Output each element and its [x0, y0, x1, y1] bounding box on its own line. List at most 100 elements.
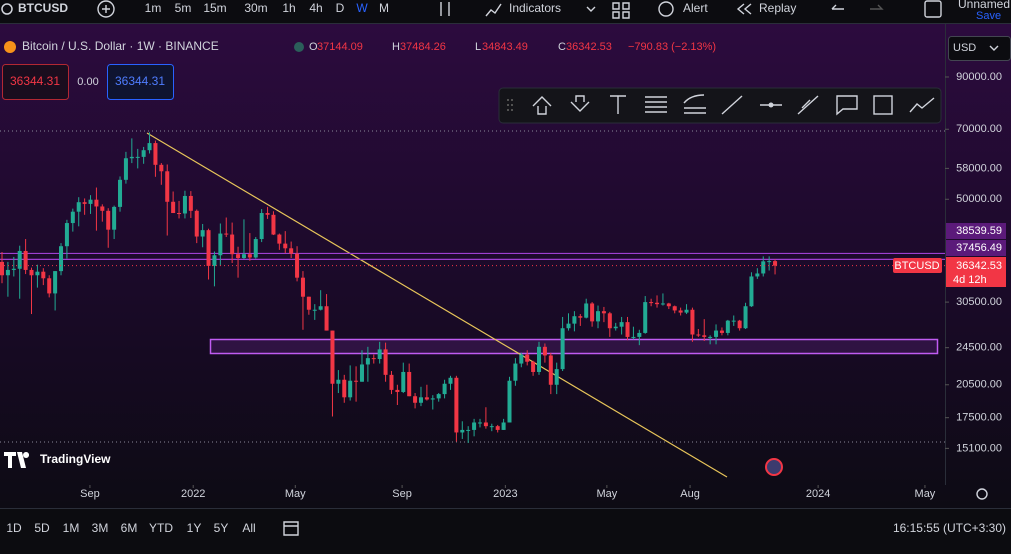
- interval-button[interactable]: 30m: [244, 1, 267, 15]
- support-zone[interactable]: [209, 338, 939, 355]
- alert-button[interactable]: Alert: [683, 1, 708, 15]
- replay-button[interactable]: Replay: [759, 1, 796, 15]
- candle-body: [17, 250, 22, 269]
- undo-icon[interactable]: [831, 4, 844, 10]
- indicators-button[interactable]: Indicators: [509, 1, 561, 15]
- compare-button[interactable]: [97, 0, 115, 18]
- range-button[interactable]: 1Y: [187, 521, 202, 535]
- templates-icon[interactable]: [612, 2, 630, 19]
- drag-handle[interactable]: [507, 99, 513, 111]
- candle-body: [649, 302, 654, 304]
- chart-type-icon[interactable]: [440, 2, 450, 16]
- candle-body: [259, 213, 264, 240]
- candle-body: [596, 311, 601, 322]
- y-tick-label: 20500.00: [956, 379, 1002, 391]
- rectangle-tool[interactable]: [873, 95, 893, 115]
- candle-body: [560, 328, 565, 370]
- x-tick-label: 2022: [181, 488, 205, 500]
- candle-body: [76, 202, 81, 212]
- range-button[interactable]: 5Y: [214, 521, 229, 535]
- candle-body: [23, 250, 28, 270]
- date-range-icon[interactable]: [283, 521, 299, 536]
- search-icon[interactable]: [1, 3, 13, 15]
- candle-body: [365, 358, 370, 365]
- candle-body: [442, 383, 447, 395]
- range-button[interactable]: 1D: [6, 521, 22, 535]
- range-button[interactable]: 1M: [63, 521, 80, 535]
- candle-body: [106, 210, 111, 230]
- alert-icon: [658, 1, 674, 17]
- settings-icon[interactable]: [976, 488, 988, 500]
- range-button[interactable]: 3M: [92, 521, 109, 535]
- plot-area: [0, 130, 945, 478]
- buy-button[interactable]: [107, 64, 174, 100]
- save-label[interactable]: Save: [976, 10, 1001, 22]
- sell-button[interactable]: [2, 64, 69, 100]
- economic-event-icon[interactable]: [765, 458, 783, 476]
- interval-button[interactable]: 15m: [203, 1, 226, 15]
- candle-body: [725, 320, 730, 333]
- redo-icon[interactable]: [870, 4, 884, 10]
- sell-price: 36344.31: [10, 74, 60, 88]
- candle-body: [731, 320, 736, 322]
- buy-price: 36344.31: [115, 74, 165, 88]
- candle-body: [94, 199, 99, 207]
- candle-body: [88, 199, 93, 204]
- candle-body: [767, 261, 772, 263]
- symbol[interactable]: BTCUSD: [18, 1, 68, 15]
- interval-button[interactable]: W: [356, 1, 368, 15]
- interval-button[interactable]: 5m: [175, 1, 192, 15]
- currency-dropdown-icon: [989, 45, 999, 51]
- text-tool[interactable]: [610, 95, 626, 114]
- trend-line[interactable]: [146, 132, 728, 478]
- line-tool[interactable]: [721, 95, 743, 115]
- candle-body: [200, 230, 205, 237]
- candle-body: [466, 429, 471, 431]
- dropdown-icon[interactable]: [586, 6, 596, 12]
- arrow-down-tool[interactable]: [570, 95, 590, 112]
- x-tick-label: Sep: [80, 488, 100, 500]
- price-line-label: 38539.59: [956, 225, 1002, 237]
- candle-body: [5, 269, 10, 276]
- path-tool[interactable]: [909, 97, 935, 113]
- x-tick-label: Sep: [392, 488, 412, 500]
- interval-button[interactable]: 1m: [145, 1, 162, 15]
- fib-tool[interactable]: [645, 96, 667, 113]
- price-line-label-bg: [946, 240, 1006, 256]
- high-value: 37484.26: [400, 41, 446, 53]
- plus-icon: [102, 5, 110, 13]
- interval-button[interactable]: M: [379, 1, 389, 15]
- brand-logo: TradingView: [4, 452, 111, 468]
- price-line-label-bg: [946, 223, 1006, 239]
- x-tick-label: Aug: [680, 488, 700, 500]
- range-button[interactable]: YTD: [149, 521, 173, 535]
- visibility-icon[interactable]: [294, 42, 304, 52]
- range-button[interactable]: 6M: [121, 521, 138, 535]
- candle-body: [389, 374, 394, 390]
- candle-body: [312, 309, 317, 311]
- fullscreen-icon[interactable]: [924, 0, 942, 18]
- interval-button[interactable]: 4h: [309, 1, 322, 15]
- last-price-label: 36342.53: [956, 260, 1002, 272]
- arrow-up-tool[interactable]: [532, 96, 552, 115]
- low-value: 34843.49: [482, 41, 528, 53]
- interval-button[interactable]: 1h: [282, 1, 295, 15]
- layout-name[interactable]: Unnamed: [958, 0, 1010, 11]
- callout-tool[interactable]: [836, 95, 858, 116]
- candle-body: [513, 363, 518, 381]
- candle-body: [289, 248, 294, 254]
- range-button[interactable]: 5D: [34, 521, 50, 535]
- ray-dot: [768, 102, 774, 108]
- gann-tool[interactable]: [683, 94, 706, 114]
- candle-body: [129, 156, 134, 159]
- x-tick-label: 2023: [493, 488, 517, 500]
- candle-body: [348, 380, 353, 398]
- range-button[interactable]: All: [242, 521, 255, 535]
- candle-body: [590, 303, 595, 322]
- candle-body: [660, 303, 665, 305]
- interval-button[interactable]: D: [336, 1, 345, 15]
- channel-tool[interactable]: [797, 95, 819, 115]
- candle-body: [371, 358, 376, 360]
- candle-body: [141, 150, 146, 157]
- candle-body: [253, 239, 258, 258]
